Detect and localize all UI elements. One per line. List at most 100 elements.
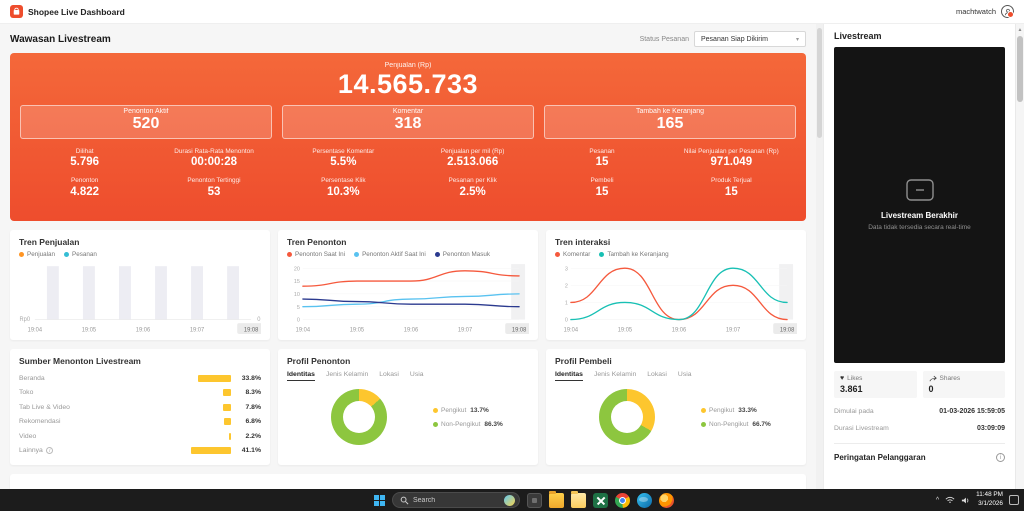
legend-dot xyxy=(701,407,706,413)
scroll-up-icon[interactable]: ▲ xyxy=(1017,27,1023,33)
svg-text:0: 0 xyxy=(257,317,261,323)
source-bar xyxy=(228,432,231,440)
task-view-icon[interactable] xyxy=(527,492,542,508)
legend-item: Penonton Saat Ini xyxy=(287,251,345,258)
metric-value: 10.3% xyxy=(327,186,360,198)
legend-dot xyxy=(701,421,706,427)
legend-label: Non-Pengikut xyxy=(441,420,481,428)
overview-panel: Penjualan (Rp) 14.565.733 Penonton Aktif… xyxy=(10,53,806,221)
legend-label: Penonton Aktif Saat Ini xyxy=(362,251,426,258)
edge-icon[interactable] xyxy=(637,492,652,508)
info-icon[interactable] xyxy=(45,447,53,454)
legend-dot xyxy=(433,407,438,413)
folder-icon[interactable] xyxy=(571,490,586,508)
tren-penjualan-chart: Rp0 0 19:04 19:05 19:06 19:07 19:08 xyxy=(19,260,261,336)
legend-value: 66.7% xyxy=(752,420,771,428)
tab-usia[interactable]: Usia xyxy=(409,371,424,378)
svg-text:19:08: 19:08 xyxy=(244,327,258,333)
source-row: Toko 8.3% xyxy=(19,388,261,398)
taskbar: ^ 11:48 PM 3/1/2026 xyxy=(0,489,1024,511)
search-input[interactable] xyxy=(413,496,485,504)
metric: Pesanan per Klik 2.5% xyxy=(408,177,537,198)
metric-value: 2.5% xyxy=(459,186,486,198)
taskbar-clock[interactable]: 11:48 PM 3/1/2026 xyxy=(976,491,1003,508)
highlight-metric: Komentar 318 xyxy=(282,105,534,139)
svg-text:19:08: 19:08 xyxy=(780,327,794,333)
source-pct: 33.8% xyxy=(241,374,261,382)
tab-jenis-kelamin[interactable]: Jenis Kelamin xyxy=(325,371,369,378)
metric: Durasi Rata-Rata Menonton 00:00:28 xyxy=(149,148,278,169)
svg-text:19:07: 19:07 xyxy=(458,327,472,333)
highlight-metric: Tambah ke Keranjang 165 xyxy=(544,105,796,139)
highlight-metric: Penonton Aktif 520 xyxy=(20,105,272,139)
legend-label: Pengikut xyxy=(441,406,467,414)
tab-identitas[interactable]: Identitas xyxy=(287,371,315,381)
metric-label: Penjualan per mil (Rp) xyxy=(440,147,505,155)
chrome-icon[interactable] xyxy=(615,492,630,508)
started-value: 01-03-2026 15:59:05 xyxy=(939,408,1005,415)
scrollbar-thumb[interactable] xyxy=(817,28,822,138)
metric-label: Tambah ke Keranjang xyxy=(635,108,705,116)
svg-text:1: 1 xyxy=(565,300,568,306)
metric-value: 165 xyxy=(656,115,684,133)
likes-value: 3.861 xyxy=(840,384,863,394)
svg-text:19:06: 19:06 xyxy=(404,327,418,333)
start-button[interactable] xyxy=(374,494,385,506)
metric: Produk Terjual 15 xyxy=(667,177,796,198)
source-bar xyxy=(222,389,231,396)
metric-value: 2.513.066 xyxy=(447,156,499,169)
legend-item: Penonton Aktif Saat Ini xyxy=(354,251,426,258)
page-scrollbar[interactable]: ▲ xyxy=(1015,24,1024,489)
legend-label: Komentar xyxy=(563,251,591,258)
svg-text:15: 15 xyxy=(294,279,300,285)
taskbar-search[interactable] xyxy=(392,492,520,508)
metric-label: Pembeli xyxy=(590,177,614,185)
svg-text:19:05: 19:05 xyxy=(350,327,364,333)
legend-item: Penonton Masuk xyxy=(434,251,490,258)
svg-text:19:04: 19:04 xyxy=(296,327,311,333)
tab-identitas[interactable]: Identitas xyxy=(555,371,583,381)
metric: Persentase Klik 10.3% xyxy=(279,177,408,198)
dashboard-main: Wawasan Livestream Status Pesanan Pesana… xyxy=(0,24,816,489)
file-explorer-icon[interactable] xyxy=(549,490,564,508)
status-filter-select[interactable]: Pesanan Siap Dikirim ▾ xyxy=(694,31,806,47)
source-label: Beranda xyxy=(19,374,45,382)
legend-label: Non-Pengikut xyxy=(709,420,749,428)
legend-item: Pengikut 13.7% xyxy=(433,407,503,414)
metric-value: 318 xyxy=(394,115,422,133)
info-icon[interactable]: i xyxy=(996,453,1005,462)
metric: Penonton 4.822 xyxy=(20,177,149,198)
card-sumber-menonton: Sumber Menonton Livestream Beranda 33.8% … xyxy=(10,349,270,465)
main-scrollbar[interactable] xyxy=(816,24,823,489)
source-row: Beranda 33.8% xyxy=(19,373,261,383)
legend-item: Komentar xyxy=(555,251,590,258)
divider xyxy=(834,443,1005,444)
scrollbar-thumb[interactable] xyxy=(1017,36,1023,102)
svg-text:19:05: 19:05 xyxy=(618,327,632,333)
account-menu[interactable]: machtwatch xyxy=(956,5,1014,18)
tren-penonton-chart: 0 5 10 15 20 19:04 19:05 19:06 19:07 19:08 xyxy=(287,260,529,336)
violation-section[interactable]: Peringatan Pelanggaran i xyxy=(834,453,1005,462)
tray-expand-icon[interactable]: ^ xyxy=(935,496,940,504)
main-metric-label: Penjualan (Rp) xyxy=(384,62,432,69)
source-bar xyxy=(224,418,231,425)
clock-date: 3/1/2026 xyxy=(978,500,1003,507)
excel-icon[interactable] xyxy=(593,492,608,508)
network-icon[interactable] xyxy=(945,496,955,504)
tab-jenis-kelamin[interactable]: Jenis Kelamin xyxy=(593,371,637,378)
tab-lokasi[interactable]: Lokasi xyxy=(647,371,667,378)
legend-dot xyxy=(354,252,360,257)
notification-center-icon[interactable] xyxy=(1009,495,1019,505)
metric-value: 15 xyxy=(724,186,738,198)
card-tren-interaksi: Tren interaksi Komentar Tambah ke Keranj… xyxy=(546,230,806,340)
tab-usia[interactable]: Usia xyxy=(677,371,692,378)
card-title: Tren Penonton xyxy=(287,237,347,247)
source-pct: 7.8% xyxy=(245,403,262,411)
metric: Persentase Komentar 5.5% xyxy=(279,148,408,169)
firefox-icon[interactable] xyxy=(659,492,674,508)
svg-text:5: 5 xyxy=(297,305,300,311)
volume-icon[interactable] xyxy=(961,496,970,505)
metric: Pembeli 15 xyxy=(537,177,666,198)
avatar[interactable] xyxy=(1001,5,1014,18)
tab-lokasi[interactable]: Lokasi xyxy=(379,371,399,378)
